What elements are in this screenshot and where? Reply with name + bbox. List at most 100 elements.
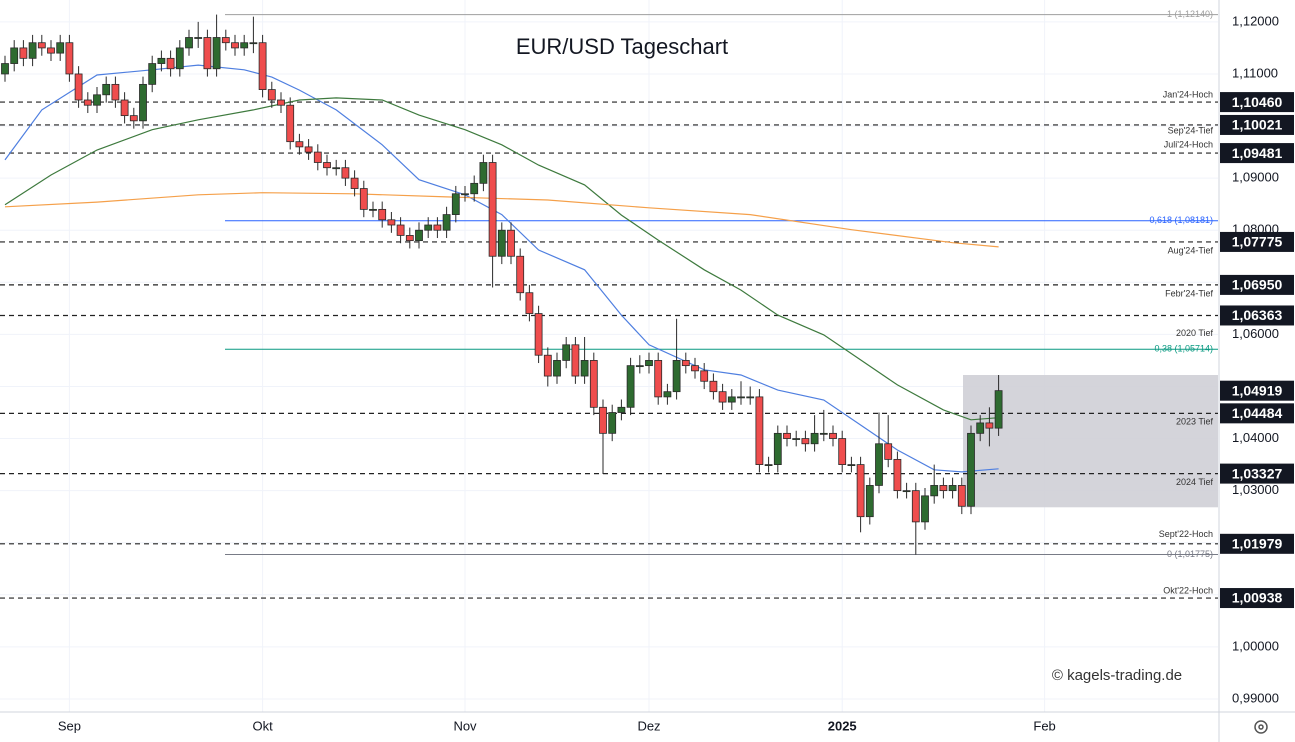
- settings-icon-hub: [1258, 724, 1264, 730]
- candle-body: [819, 432, 828, 435]
- level-price-box: [1220, 305, 1294, 326]
- candle-body: [479, 162, 488, 184]
- candle-body: [378, 208, 387, 221]
- level-price-label: 1,01979: [1232, 536, 1283, 552]
- candle-body: [534, 313, 543, 356]
- candle-body: [571, 344, 580, 377]
- level-name: Jan'24-Hoch: [1163, 89, 1213, 99]
- level-price-label: 1,09481: [1232, 145, 1283, 161]
- candle-body: [442, 214, 451, 231]
- candle-body: [221, 37, 230, 44]
- candle-body: [608, 412, 617, 434]
- candle-body: [967, 432, 975, 507]
- candle-body: [203, 37, 212, 70]
- settings-icon-ring: [1254, 720, 1268, 734]
- candle-body: [277, 99, 285, 106]
- candle-body: [893, 458, 902, 492]
- level-price-label: 1,07775: [1232, 234, 1283, 250]
- candle-body: [405, 235, 414, 242]
- candle-body: [626, 365, 635, 408]
- candle-body: [369, 208, 377, 211]
- level-price-box: [1220, 231, 1294, 252]
- candle-body: [323, 162, 331, 169]
- level-price-label: 1,00938: [1232, 590, 1283, 606]
- candle-body: [911, 490, 920, 523]
- candle-body: [994, 390, 1003, 429]
- candle-body: [672, 360, 681, 393]
- candle-body: [120, 99, 129, 117]
- candle-body: [129, 115, 138, 122]
- candle-body: [74, 73, 83, 101]
- candle-body: [681, 360, 690, 367]
- candle-body: [525, 292, 534, 314]
- candle-body: [185, 37, 193, 49]
- y-tick-label: 1,04000: [1232, 430, 1279, 445]
- chart-title: EUR/USD Tageschart: [516, 34, 728, 59]
- candle-body: [810, 432, 819, 445]
- candle-body: [424, 224, 433, 231]
- level-price-box: [1220, 143, 1294, 164]
- candle-body: [727, 396, 736, 403]
- candle-body: [599, 406, 607, 434]
- candle-body: [387, 219, 396, 226]
- candle-body: [19, 47, 28, 59]
- candle-body: [295, 141, 304, 148]
- candle-body: [507, 229, 515, 257]
- candle-body: [691, 365, 699, 372]
- candle-body: [1, 63, 9, 75]
- level-name: 2024 Tief: [1176, 477, 1214, 487]
- candle-body: [83, 99, 92, 106]
- candle-body: [553, 360, 561, 377]
- candle-body: [175, 47, 184, 70]
- level-price-box: [1220, 92, 1294, 113]
- candle-body: [847, 464, 856, 466]
- candle-body: [359, 188, 368, 210]
- candle-body: [884, 443, 893, 460]
- candle-body: [10, 47, 19, 64]
- candle-body: [451, 193, 460, 215]
- candle-body: [313, 151, 322, 163]
- candle-body: [497, 229, 506, 257]
- candle-body: [433, 224, 442, 231]
- candle-body: [194, 37, 203, 39]
- candle-body: [488, 162, 497, 257]
- candle-body: [948, 485, 957, 492]
- candle-body: [249, 42, 258, 45]
- candle-body: [709, 380, 718, 393]
- level-name: Sept'22-Hoch: [1159, 529, 1213, 539]
- candle-body: [139, 83, 147, 122]
- level-name: Okt'22-Hoch: [1163, 585, 1213, 595]
- candle-body: [47, 47, 55, 54]
- fib-label: 0,618 (1,08181): [1149, 215, 1213, 225]
- candle-body: [37, 42, 46, 49]
- level-price-label: 1,03327: [1232, 465, 1283, 481]
- candle-body: [286, 104, 295, 143]
- level-name: Juli'24-Hoch: [1164, 139, 1213, 149]
- candle-body: [56, 42, 65, 54]
- x-tick-label: Sep: [58, 718, 81, 733]
- candle-body: [332, 167, 341, 170]
- candle-body: [396, 224, 405, 236]
- candle-body: [921, 495, 929, 523]
- candle-body: [93, 94, 101, 106]
- y-tick-label: 1,06000: [1232, 326, 1279, 341]
- last-price-box: [1220, 380, 1294, 401]
- candle-body: [231, 42, 239, 49]
- candle-body: [28, 42, 37, 59]
- level-price-box: [1220, 533, 1294, 554]
- candle-body: [939, 485, 948, 492]
- candle-body: [856, 464, 865, 518]
- candle-body: [930, 485, 939, 497]
- background-layer: [0, 0, 1218, 712]
- candle-body: [102, 83, 111, 96]
- candle-body: [773, 432, 782, 465]
- level-price-box: [1220, 588, 1294, 609]
- candle-body: [589, 360, 598, 408]
- candle-body: [663, 391, 672, 398]
- candle-body: [976, 422, 985, 434]
- settings-icon[interactable]: [1254, 720, 1268, 734]
- candle-body: [148, 63, 157, 85]
- level-price-box: [1220, 274, 1294, 295]
- candle-body: [737, 396, 745, 399]
- candle-body: [764, 464, 773, 466]
